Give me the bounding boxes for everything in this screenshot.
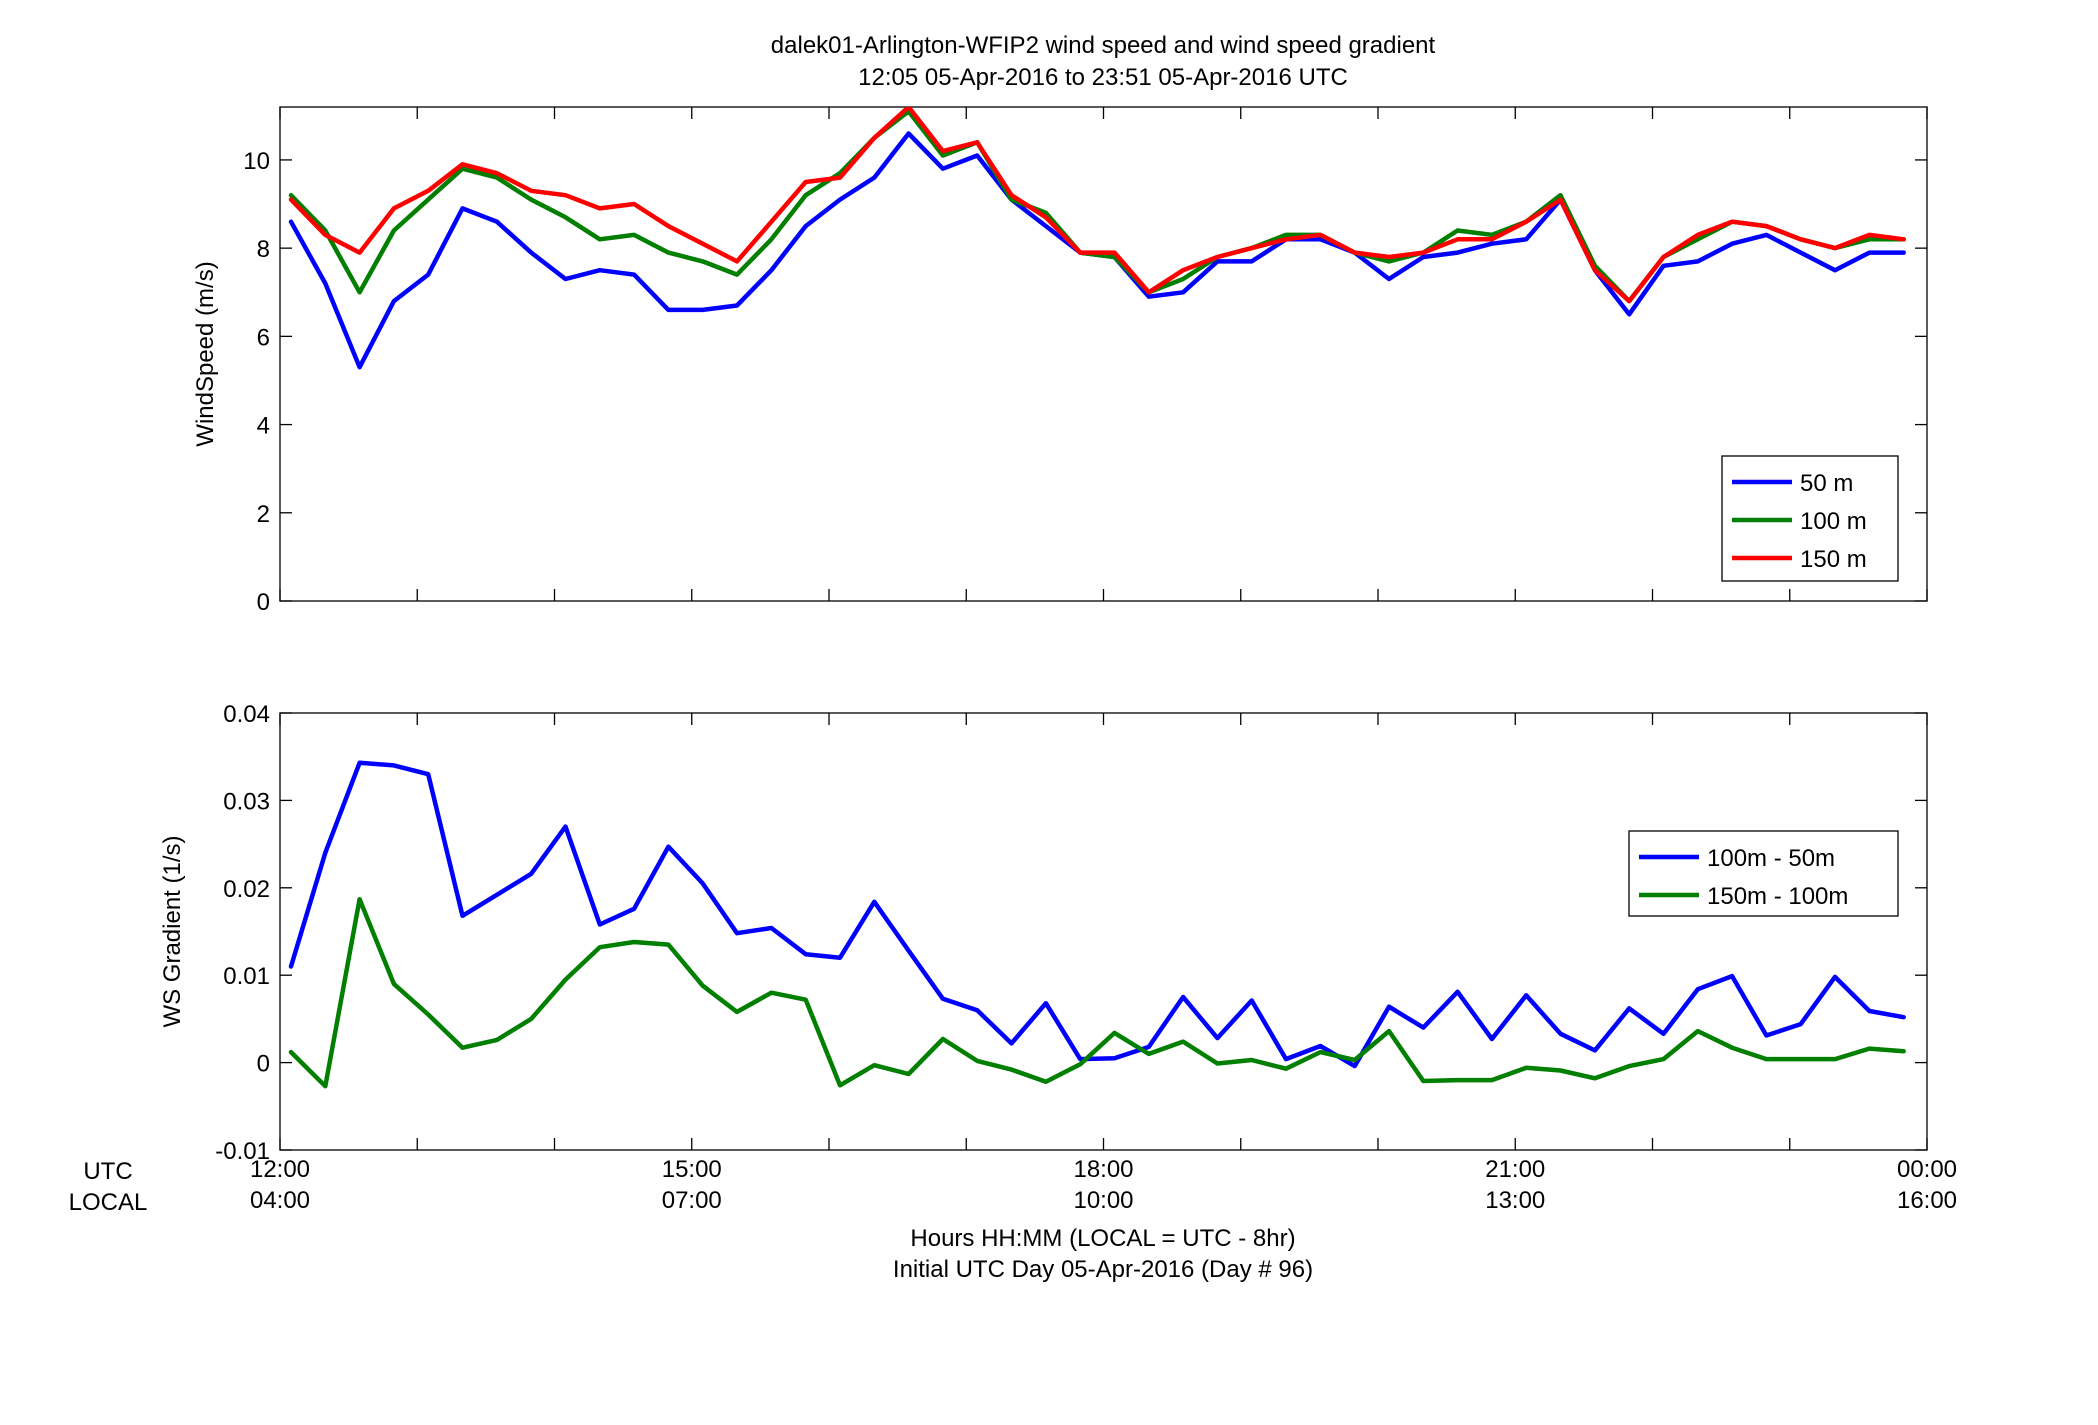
x-tick-label-local: 04:00 <box>250 1187 310 1214</box>
y-tick-label: 0.01 <box>223 963 270 990</box>
series-line-100m <box>288 109 1906 304</box>
chart-title-line1: dalek01-Arlington-WFIP2 wind speed and w… <box>771 32 1436 59</box>
y-tick-label: 0.04 <box>223 701 270 728</box>
series-line-150m <box>288 107 1906 304</box>
legend-label: 150m - 100m <box>1707 883 1848 910</box>
chart-title-line2: 12:05 05-Apr-2016 to 23:51 05-Apr-2016 U… <box>858 64 1348 91</box>
x-tick-label-local: 10:00 <box>1073 1187 1133 1214</box>
x-axis-sublabel: Initial UTC Day 05-Apr-2016 (Day # 96) <box>893 1256 1313 1283</box>
y-tick-label: 4 <box>257 413 270 440</box>
x-tick-label-local: 13:00 <box>1485 1187 1545 1214</box>
gradient-panel: -0.01 0 0.01 0.02 0.03 0.04 WS Gradient (1/s) 1… <box>159 701 1928 1165</box>
x-axis-label: Hours HH:MM (LOCAL = UTC - 8hr) <box>910 1225 1295 1252</box>
x-row-label-local: LOCAL <box>69 1189 148 1216</box>
legend-box <box>1628 830 1899 917</box>
y-axis-label: WS Gradient (1/s) <box>159 835 186 1027</box>
x-tick-labels: 12:00 04:00 15:00 07:00 18:00 10:00 21:00 13:00… <box>250 1156 1957 1214</box>
y-tick-label: 0.02 <box>223 876 270 903</box>
plot-frame <box>279 106 1928 602</box>
x-tick-label-utc: 18:00 <box>1073 1156 1133 1183</box>
y-tick-label: 0 <box>257 1051 270 1078</box>
plot-frame <box>279 712 1928 1151</box>
series-line-150m-100m <box>288 896 1906 1089</box>
x-tick-label-utc: 12:00 <box>250 1156 310 1183</box>
y-tick-label: 2 <box>257 501 270 528</box>
x-tick-label-utc: 00:00 <box>1897 1156 1957 1183</box>
series-line-100m-50m <box>288 760 1906 1069</box>
x-tick-label-utc: 21:00 <box>1485 1156 1545 1183</box>
legend: 50 m 100 m 150 m <box>1721 455 1899 582</box>
legend-label: 50 m <box>1800 470 1853 497</box>
y-axis-label: WindSpeed (m/s) <box>192 261 219 446</box>
y-tick-label: -0.01 <box>215 1138 270 1165</box>
x-row-label-utc: UTC <box>83 1158 132 1185</box>
y-tick-label: 10 <box>243 148 270 175</box>
x-tick-label-local: 07:00 <box>662 1187 722 1214</box>
y-tick-label: 0.03 <box>223 788 270 815</box>
windspeed-panel: 0 2 4 6 8 10 WindSpeed (m/s) 50 m 100 m 150 m <box>192 106 1928 616</box>
x-tick-label-utc: 15:00 <box>662 1156 722 1183</box>
legend-label: 100 m <box>1800 508 1867 535</box>
legend-label: 150 m <box>1800 546 1867 573</box>
y-tick-label: 6 <box>257 324 270 351</box>
legend-label: 100m - 50m <box>1707 845 1835 872</box>
y-tick-label: 8 <box>257 236 270 263</box>
y-tick-label: 0 <box>257 589 270 616</box>
legend: 100m - 50m 150m - 100m <box>1628 830 1899 917</box>
x-tick-label-local: 16:00 <box>1897 1187 1957 1214</box>
